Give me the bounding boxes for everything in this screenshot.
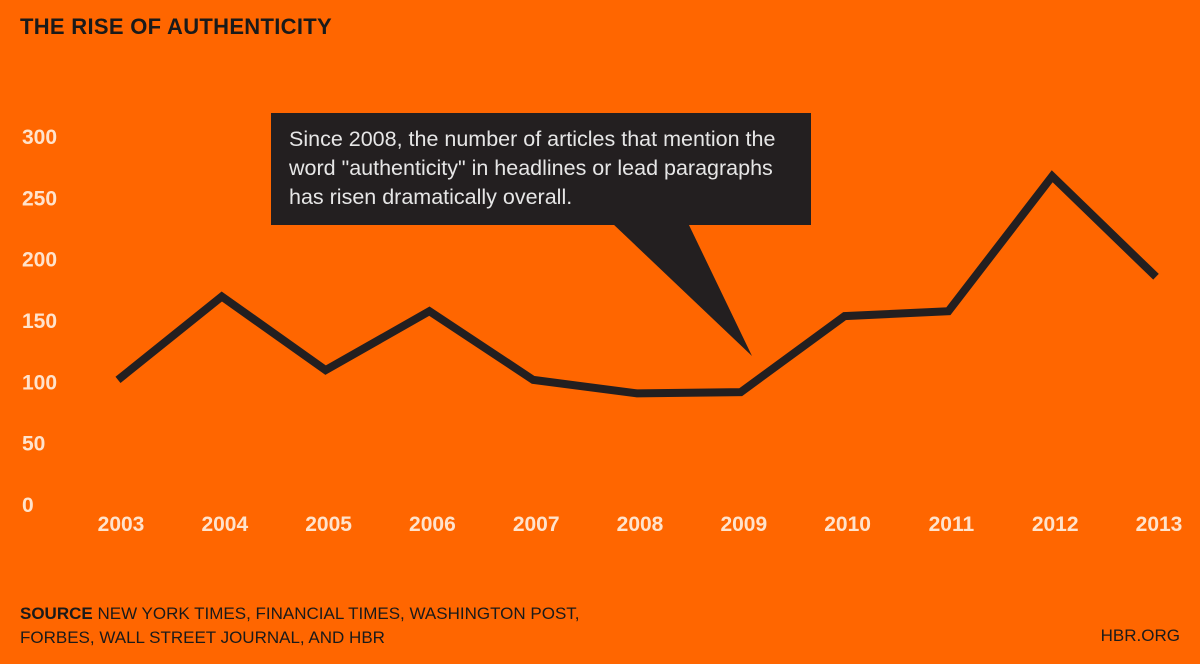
x-axis: 2003 2004 2005 2006 2007 2008 2009 2010 2011 2012… <box>98 513 1183 536</box>
chart-title: THE RISE OF AUTHENTICITY <box>20 14 332 39</box>
x-tick-label: 2013 <box>1136 513 1183 536</box>
x-tick-label: 2012 <box>1032 513 1079 536</box>
y-tick-label: 150 <box>22 310 57 333</box>
x-tick-label: 2005 <box>305 513 352 536</box>
x-tick-label: 2011 <box>929 513 975 536</box>
annotation-text: Since 2008, the number of articles that … <box>289 127 776 209</box>
x-tick-label: 2004 <box>201 513 248 536</box>
x-tick-label: 2007 <box>513 513 560 536</box>
credit-text: HBR.ORG <box>1100 626 1180 645</box>
source-note: SOURCE NEW YORK TIMES, FINANCIAL TIMES, … <box>20 602 580 650</box>
source-text: NEW YORK TIMES, FINANCIAL TIMES, WASHING… <box>20 604 580 647</box>
y-axis: 0 50 100 150 200 250 300 <box>22 126 57 517</box>
y-tick-label: 250 <box>22 187 57 210</box>
x-tick-label: 2010 <box>824 513 871 536</box>
source-label: SOURCE <box>20 604 93 623</box>
y-tick-label: 100 <box>22 371 57 394</box>
x-tick-label: 2003 <box>98 513 145 536</box>
y-tick-label: 0 <box>22 494 34 517</box>
series-group <box>115 170 1159 398</box>
series-line <box>115 170 1159 398</box>
y-tick-label: 300 <box>22 126 57 149</box>
x-tick-label: 2009 <box>720 513 767 536</box>
y-tick-label: 50 <box>22 433 45 456</box>
annotation-callout: Since 2008, the number of articles that … <box>271 113 811 225</box>
callout-pointer <box>612 223 752 356</box>
y-tick-label: 200 <box>22 249 57 272</box>
x-tick-label: 2008 <box>617 513 664 536</box>
x-tick-label: 2006 <box>409 513 456 536</box>
